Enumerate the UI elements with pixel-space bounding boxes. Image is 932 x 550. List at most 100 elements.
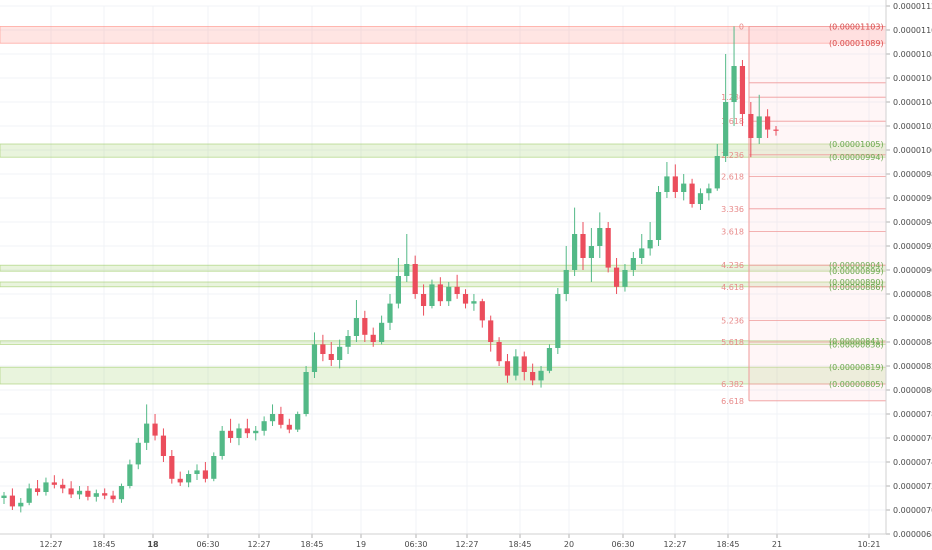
candle-body	[496, 342, 502, 362]
candle-body	[60, 484, 66, 489]
candle-body	[412, 264, 418, 294]
candle-body	[127, 464, 133, 486]
time-axis[interactable]: 12:27 18:45 18 06:30 12:27 18:45 19 06:30 12:27 1…	[0, 533, 886, 549]
x-tick-label: 18:45	[300, 540, 323, 549]
fib-level-label: 0	[739, 22, 744, 31]
price-zone-label-bottom: (0.00001089)	[829, 39, 884, 48]
candle-body	[93, 493, 99, 497]
candle-body	[580, 234, 586, 258]
fib-level-label: 5.236	[721, 316, 744, 325]
candle-body	[320, 344, 326, 354]
candle-body	[546, 348, 553, 371]
x-tick-label: 19	[356, 540, 366, 549]
price-axis[interactable]: 0.00001120 0.00001100 0.00001080 0.00001060…	[885, 0, 932, 539]
candle-body	[748, 114, 754, 138]
candle-body	[479, 301, 485, 321]
candle-body	[639, 248, 645, 258]
candle-body	[756, 116, 762, 138]
x-tick-label: 20	[564, 540, 574, 549]
x-tick-label: 21	[772, 540, 782, 549]
candle-body	[530, 372, 536, 381]
y-tick-label: 0.00000920	[893, 242, 932, 251]
candle-body	[202, 470, 208, 479]
candle-body	[370, 334, 376, 342]
x-tick-label: 06:30	[611, 540, 634, 549]
x-tick-label: 10:21	[857, 540, 880, 549]
candle-body	[513, 356, 519, 376]
candle-body	[160, 435, 167, 456]
candle-body	[429, 284, 435, 306]
candle-body	[538, 370, 544, 381]
candle-body	[379, 322, 385, 342]
price-zones	[0, 25, 887, 385]
candle-body	[462, 294, 469, 304]
candle-body	[18, 502, 24, 507]
candle-body	[672, 176, 678, 192]
candle-body	[613, 267, 620, 287]
candle-body	[521, 356, 527, 372]
price-zone-label-bottom: (0.00000805)	[829, 380, 884, 389]
fib-level-label: 4.618	[721, 283, 744, 292]
y-tick-label: 0.00000840	[893, 338, 932, 347]
y-tick-label: 0.00000900	[893, 266, 932, 275]
price-zone-label-top: (0.00000819)	[829, 363, 884, 372]
candle-body	[269, 414, 276, 422]
candle-body	[446, 286, 452, 302]
y-tick-label: 0.00000760	[893, 434, 932, 443]
candle-body	[211, 456, 217, 479]
candle-body	[697, 193, 704, 204]
fib-level-label: 4.236	[721, 261, 744, 270]
candle-body	[714, 156, 720, 189]
candle-body	[43, 482, 49, 492]
candle-body	[34, 488, 41, 492]
y-tick-label: 0.00001080	[893, 50, 932, 59]
y-tick-label: 0.00000980	[893, 170, 932, 179]
candle-body	[572, 234, 578, 270]
fib-background	[749, 26, 886, 401]
candle-body	[655, 192, 662, 240]
candle-body	[337, 346, 343, 360]
x-tick-label: 06:30	[196, 540, 219, 549]
candle-body	[723, 102, 729, 156]
candle-body	[110, 495, 116, 500]
price-zone-label-bottom: (0.00000838)	[829, 340, 884, 349]
price-zone-label-bottom: (0.00000994)	[829, 153, 884, 162]
candle-body	[563, 270, 569, 294]
candle-body	[244, 428, 250, 434]
candle-body	[295, 414, 301, 430]
candle-body	[152, 423, 158, 436]
candle-body	[177, 478, 183, 483]
candle-body	[773, 129, 779, 131]
candle-body	[68, 488, 74, 495]
x-tick-label: 12:27	[39, 540, 62, 549]
candle-body	[135, 442, 141, 465]
candle-body	[311, 344, 318, 372]
candle-body	[1, 495, 7, 498]
price-zone-label-top: (0.00000841)	[829, 337, 884, 346]
candle-body	[9, 495, 15, 507]
candle-body	[605, 228, 611, 268]
candle-body	[261, 421, 267, 431]
y-tick-label: 0.00000880	[893, 290, 932, 299]
candle-body	[328, 354, 334, 360]
x-tick-label: 12:27	[663, 540, 686, 549]
price-zone-label-top: (0.00001103)	[829, 22, 884, 31]
y-tick-label: 0.00000820	[893, 362, 932, 371]
candle-body	[169, 456, 175, 479]
candle-body	[303, 372, 309, 414]
y-tick-label: 0.00000700	[893, 506, 932, 515]
candle-body	[227, 430, 234, 438]
candle-body	[555, 294, 561, 348]
candle-body	[144, 423, 150, 443]
fib-level-label: 2.236	[721, 151, 744, 160]
candle-body	[437, 284, 443, 302]
candle-body	[420, 294, 427, 306]
candle-body	[471, 301, 477, 304]
candle-body	[253, 430, 259, 434]
y-tick-label: 0.00000940	[893, 218, 932, 227]
candle-body	[630, 258, 636, 270]
y-tick-label: 0.00001000	[893, 146, 932, 155]
fibonacci-extension: 011.2361.6182.2362.6183.3363.6184.2364.6…	[721, 22, 886, 406]
candle-body	[588, 246, 594, 258]
candle-body	[454, 286, 460, 294]
